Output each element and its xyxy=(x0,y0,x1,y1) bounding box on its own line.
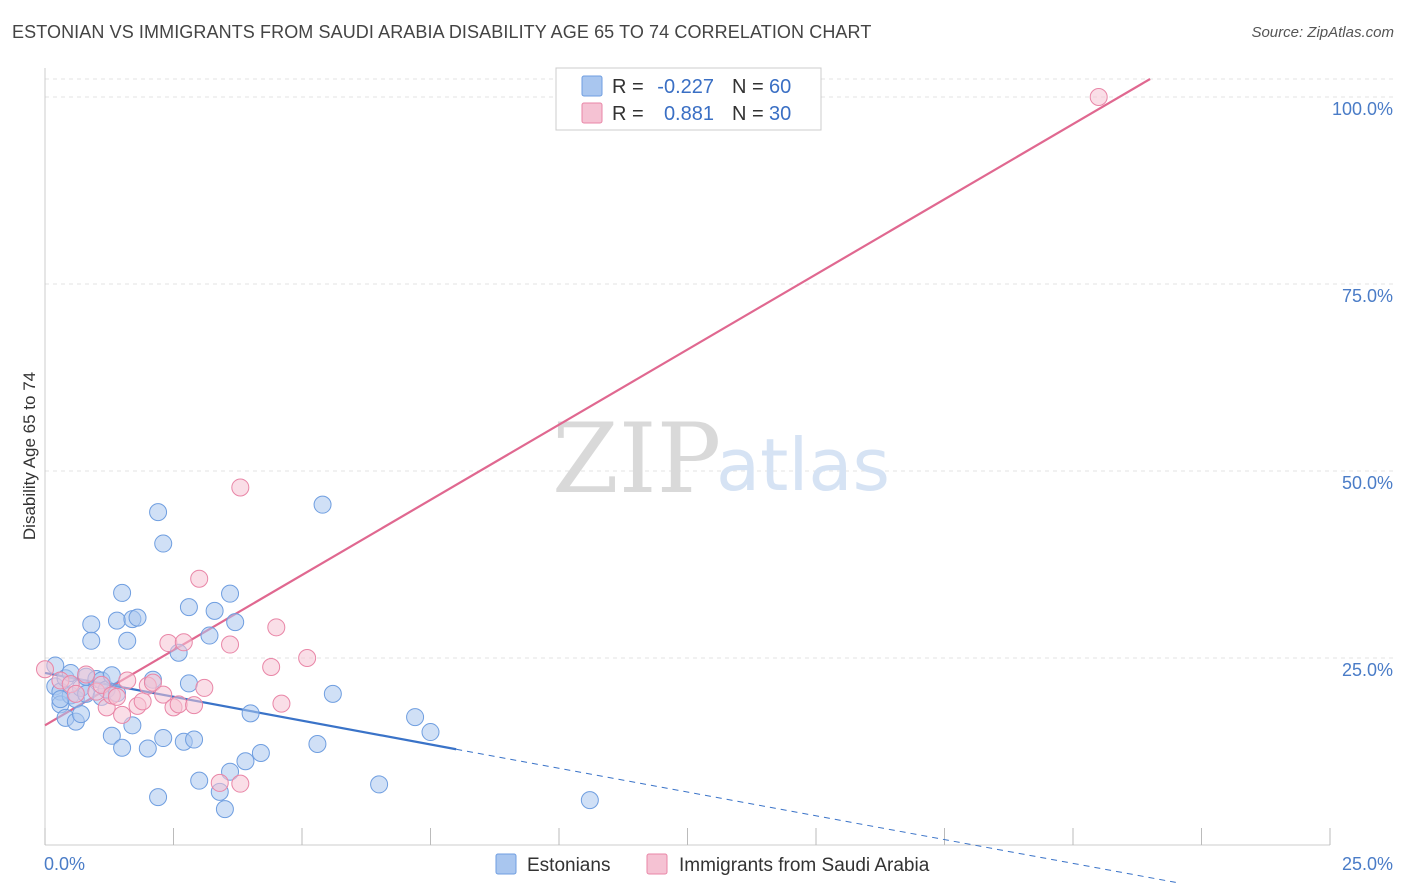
point-estonian-47 xyxy=(221,584,240,603)
point-estonian-52 xyxy=(308,735,327,754)
point-saudi-13 xyxy=(133,692,152,711)
y-tick-label-3: 100.0% xyxy=(1332,99,1393,119)
point-saudi-27 xyxy=(231,478,250,497)
legend-r-label-2: R = xyxy=(612,103,644,125)
bottom-legend-saudi: Immigrants from Saudi Arabia xyxy=(679,855,930,876)
point-estonian-25 xyxy=(113,583,132,602)
point-estonian-43 xyxy=(205,601,224,620)
point-saudi-20 xyxy=(174,633,193,652)
axes xyxy=(44,68,1331,846)
point-estonian-58 xyxy=(580,791,599,810)
legend-r-label-1: R = xyxy=(612,76,644,98)
point-saudi-22 xyxy=(190,569,209,588)
point-estonian-29 xyxy=(128,608,147,627)
point-estonian-20 xyxy=(102,726,121,745)
y-axis-label: Disability Age 65 to 74 xyxy=(20,372,39,540)
point-saudi-23 xyxy=(195,678,214,697)
point-estonian-35 xyxy=(154,729,173,748)
legend-box: R = -0.227 N = 60 R = 0.881 N = 30 xyxy=(555,67,822,131)
data-points xyxy=(36,88,1108,819)
point-saudi-30 xyxy=(272,694,291,713)
legend-r-value-2: 0.881 xyxy=(664,103,714,125)
point-saudi-17 xyxy=(159,634,178,653)
bottom-legend-estonians: Estonians xyxy=(527,855,610,876)
point-saudi-31 xyxy=(298,649,317,667)
point-estonian-23 xyxy=(107,611,126,630)
point-estonian-51 xyxy=(251,743,270,762)
point-saudi-28 xyxy=(262,657,281,676)
point-estonian-26 xyxy=(118,631,137,650)
watermark-atlas: atlas xyxy=(716,423,890,507)
legend-n-label-1: N = xyxy=(732,76,764,98)
trend-line-estonians-extension xyxy=(456,748,1176,883)
point-saudi-21 xyxy=(185,696,204,715)
point-saudi-16 xyxy=(154,685,173,704)
point-estonian-34 xyxy=(154,534,173,553)
point-estonian-50 xyxy=(241,704,260,723)
point-estonian-46 xyxy=(221,762,240,781)
bottom-legend-swatch-estonians xyxy=(495,853,517,875)
point-estonian-11 xyxy=(71,705,90,724)
bottom-legend: Estonians Immigrants from Saudi Arabia xyxy=(495,853,930,876)
point-saudi-26 xyxy=(231,774,250,793)
point-saudi-19 xyxy=(169,695,188,714)
point-estonian-40 xyxy=(185,730,204,749)
point-saudi-3 xyxy=(66,684,85,703)
point-estonian-59 xyxy=(51,690,70,709)
legend-swatch-estonians xyxy=(581,75,603,97)
chart-title: ESTONIAN VS IMMIGRANTS FROM SAUDI ARABIA… xyxy=(12,22,872,42)
x-tick-label-0: 0.0% xyxy=(44,854,85,874)
grid-lines xyxy=(45,78,1395,659)
point-estonian-45 xyxy=(215,800,234,819)
point-saudi-25 xyxy=(221,635,240,654)
legend-r-value-1: -0.227 xyxy=(657,76,714,98)
y-tick-labels: 25.0% 50.0% 75.0% 100.0% xyxy=(1332,99,1393,680)
y-tick-label-1: 50.0% xyxy=(1342,473,1393,493)
point-estonian-33 xyxy=(149,788,168,807)
point-estonian-38 xyxy=(179,674,198,693)
point-saudi-10 xyxy=(113,705,132,724)
point-saudi-4 xyxy=(77,665,96,684)
legend-n-value-2: 30 xyxy=(769,103,791,125)
y-tick-label-0: 25.0% xyxy=(1342,660,1393,680)
point-estonian-14 xyxy=(82,615,101,634)
point-saudi-24 xyxy=(210,773,229,792)
point-estonian-32 xyxy=(149,503,168,522)
point-estonian-41 xyxy=(190,771,209,790)
source-credit: Source: ZipAtlas.com xyxy=(1251,24,1394,41)
legend-n-label-2: N = xyxy=(732,103,764,125)
y-tick-label-2: 75.0% xyxy=(1342,286,1393,306)
point-estonian-42 xyxy=(200,626,219,645)
point-estonian-24 xyxy=(113,738,132,757)
point-saudi-29 xyxy=(267,618,286,637)
point-estonian-49 xyxy=(236,752,255,771)
point-saudi-11 xyxy=(118,671,137,690)
point-estonian-57 xyxy=(421,723,440,742)
point-saudi-9 xyxy=(107,687,126,706)
point-estonian-56 xyxy=(406,708,425,727)
watermark-zip: ZIP xyxy=(552,403,721,515)
x-tick-labels: 0.0% 25.0% xyxy=(44,854,1393,874)
point-estonian-15 xyxy=(82,631,101,650)
point-saudi-32 xyxy=(1089,88,1108,106)
point-estonian-30 xyxy=(138,739,157,758)
bottom-legend-swatch-saudi xyxy=(646,853,668,875)
point-estonian-54 xyxy=(323,684,342,703)
x-tick-label-1: 25.0% xyxy=(1342,854,1393,874)
point-saudi-0 xyxy=(36,660,54,679)
legend-n-value-1: 60 xyxy=(769,76,791,98)
point-estonian-55 xyxy=(370,775,389,794)
point-estonian-48 xyxy=(226,613,245,632)
legend-swatch-saudi xyxy=(581,102,603,124)
point-estonian-39 xyxy=(179,598,198,617)
point-saudi-15 xyxy=(143,673,162,692)
point-estonian-53 xyxy=(313,495,332,514)
